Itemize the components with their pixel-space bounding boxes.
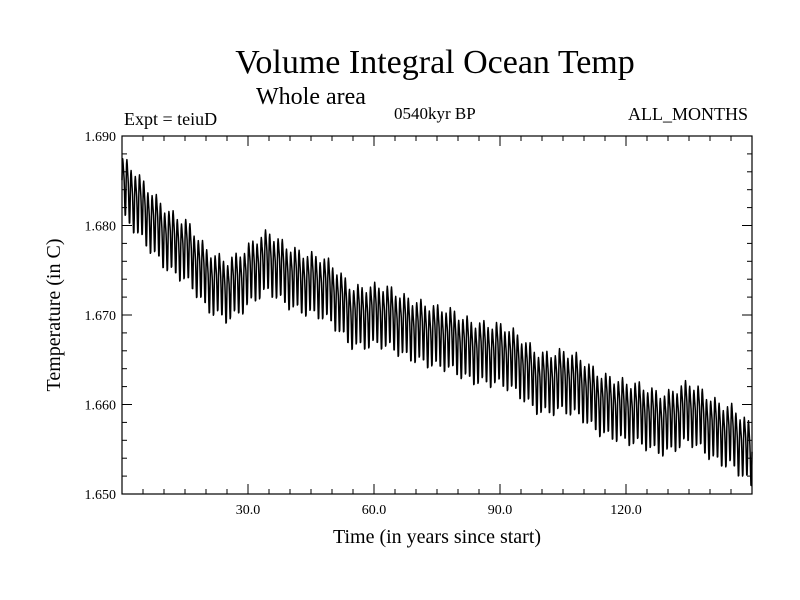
y-axis-label: Temperature (in C): [43, 239, 65, 392]
y-tick-labels: 1.650 1.660 1.670 1.680 1.690: [85, 130, 117, 503]
series-line: [121, 158, 753, 487]
chart-title: Volume Integral Ocean Temp: [235, 44, 635, 81]
x-tick-label: 120.0: [610, 503, 642, 518]
x-tick-label: 30.0: [236, 503, 261, 518]
period-label: 0540kyr BP: [394, 104, 476, 123]
y-tick-label: 1.660: [85, 399, 117, 414]
x-tick-labels: 30.0 60.0 90.0 120.0: [236, 503, 642, 518]
y-tick-label: 1.650: [85, 488, 117, 503]
x-tick-label: 60.0: [362, 503, 387, 518]
months-label: ALL_MONTHS: [628, 104, 748, 124]
experiment-label: Expt = teiuD: [124, 109, 218, 129]
x-tick-label: 90.0: [488, 503, 513, 518]
chart-subtitle: Whole area: [256, 84, 366, 110]
y-tick-label: 1.690: [85, 130, 117, 145]
y-tick-label: 1.670: [85, 309, 117, 324]
y-tick-label: 1.680: [85, 220, 117, 235]
x-axis-label: Time (in years since start): [333, 526, 541, 548]
